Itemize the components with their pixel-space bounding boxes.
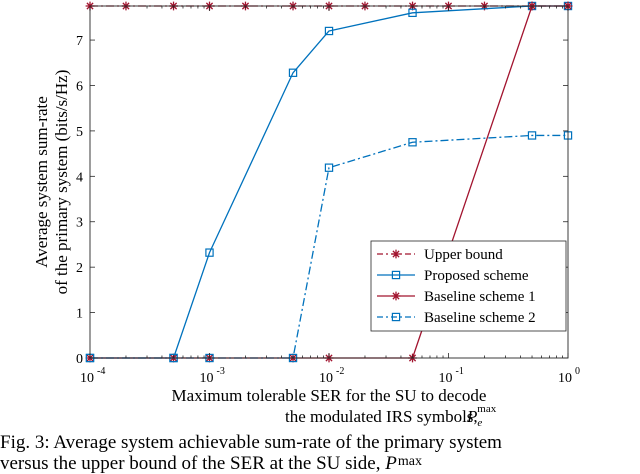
x-tick-label-3: 10 (319, 371, 333, 386)
y-axis-label: Average system sum-rateof the primary sy… (32, 70, 71, 295)
series-2-line (90, 5, 568, 359)
y-tick-label-2: 1 (76, 307, 83, 322)
series-4-point-7 (527, 131, 537, 140)
x-tick-label-5: 10 (558, 371, 572, 386)
y-tick-label-5: 4 (76, 170, 83, 185)
series-4-point-6 (408, 138, 417, 147)
legend-marker-3 (391, 291, 401, 301)
x-tick-label-1: 10 (80, 371, 94, 386)
series-4-point-5 (324, 163, 334, 172)
x-axis-label-line-1: Maximum tolerable SER for the SU to deco… (172, 386, 487, 405)
x-tick-label-4: 10 (439, 371, 453, 386)
legend-label-4: Baseline scheme 2 (424, 310, 536, 326)
series-2-point-4 (288, 68, 298, 77)
y-axis-label-line-2: of the primary system (bits/s/Hz) (52, 70, 71, 295)
y-tick-label-1: 0 (76, 352, 83, 367)
y-tick-label-6: 5 (76, 125, 83, 140)
y-tick-label-4: 3 (76, 216, 83, 231)
x-axis-label-symbol-base: P (466, 407, 477, 426)
y-axis-label-line-1: Average system sum-rate (32, 96, 51, 268)
caption-line-2: versus the upper bound of the SER at the… (0, 453, 640, 474)
y-tick-label-8: 7 (76, 34, 83, 49)
x-axis-label-symbol-sup: max (477, 403, 496, 415)
x-tick-exponent-5: 0 (575, 366, 580, 377)
x-tick-exponent-1: -4 (97, 366, 105, 377)
legend: Upper bound Proposed scheme Baseline schem… (370, 240, 567, 332)
legend-marker-2 (391, 270, 401, 280)
x-axis-label-symbol-sub: e (477, 417, 482, 429)
legend-marker-1 (391, 249, 401, 259)
x-tick-exponent-3: -2 (336, 366, 344, 377)
series-2-point-3 (205, 248, 214, 257)
x-tick-label-2: 10 (200, 371, 214, 386)
y-tick-label-3: 2 (76, 261, 83, 276)
legend-marker-4 (391, 312, 401, 322)
series-4-line (90, 134, 568, 359)
legend-label-3: Baseline scheme 1 (424, 289, 536, 305)
figure-caption: Fig. 3: Average system achievable sum-ra… (0, 432, 640, 474)
x-tick-exponent-4: -1 (456, 366, 464, 377)
caption-line-2-text: versus the upper bound of the SER at the… (0, 453, 386, 474)
legend-label-2: Proposed scheme (424, 268, 529, 284)
y-tick-label-7: 6 (76, 79, 83, 94)
axis-label-layer: Average system sum-rateof the primary sy… (32, 70, 497, 429)
series-2-point-5 (324, 26, 334, 36)
series-2-point-6 (408, 8, 417, 18)
x-tick-exponent-2: -3 (217, 366, 225, 377)
x-axis-label-symbol: Pe max (466, 403, 497, 429)
legend-label-1: Upper bound (424, 247, 503, 263)
x-axis-label-line-2: the modulated IRS symbols, (285, 407, 478, 426)
legend-box (370, 240, 567, 332)
caption-line-1: Fig. 3: Average system achievable sum-ra… (0, 432, 502, 453)
